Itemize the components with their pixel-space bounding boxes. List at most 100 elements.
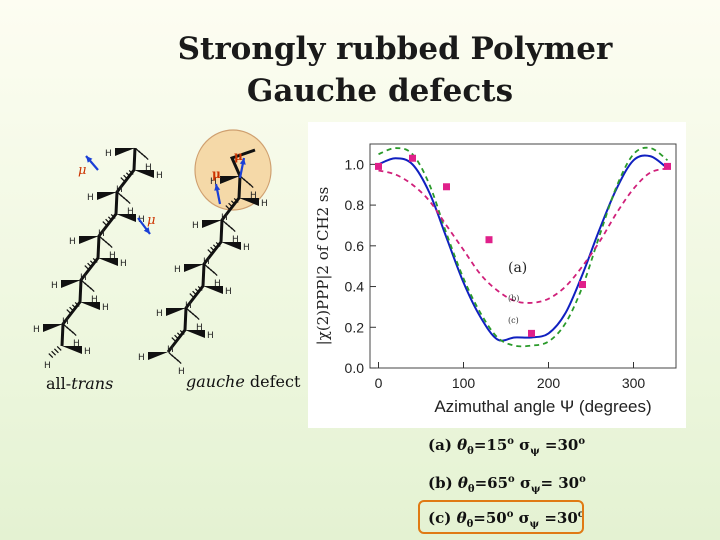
molecule-diagrams: HHHHHHHHHHHHHHHHHHHHHHHHHHHHHHHHHHHHHHμμ… (33, 129, 272, 377)
x-tick-label: 200 (537, 375, 561, 391)
y-tick-label: 0.6 (345, 238, 365, 254)
dipole-label: μ (78, 163, 86, 178)
all-trans-wedge-bond (80, 302, 100, 310)
all-trans-hash-bond (53, 348, 59, 354)
caption-degree: o (507, 436, 514, 447)
gauche-hash-bond (210, 246, 216, 252)
gauche-hash-bond (192, 290, 198, 296)
all-trans-hash-bond (69, 306, 75, 312)
all-trans-hash-bond (51, 350, 57, 356)
all-trans-hash-bond (125, 172, 131, 178)
caption-theta: θ (457, 474, 468, 492)
caption-theta-sub: θ (466, 519, 474, 530)
caption-c-highlight-box (418, 500, 584, 534)
gauche-hash-bond (212, 244, 218, 250)
all-trans-hash-bond (110, 213, 116, 219)
dipole-label: μ (234, 149, 243, 163)
gauche-hash-bond (233, 197, 239, 203)
gauche-h-atom: H (174, 265, 181, 275)
all-trans-h-atom: H (51, 281, 58, 291)
x-tick-label: 300 (622, 375, 646, 391)
dipole-arrow-icon-head (86, 156, 93, 163)
all-trans-hash-bond (92, 257, 98, 263)
all-trans-hash-bond (107, 243, 113, 249)
all-trans-hash-bond (74, 301, 80, 307)
gauche-hash-bond (207, 249, 213, 255)
data-point-marker (443, 183, 450, 191)
all-trans-h-atom: H (120, 259, 127, 269)
caption-theta: θ (456, 509, 467, 527)
gauche-wedge-bond (202, 220, 222, 228)
caption-theta-sub: θ (467, 484, 475, 495)
gauche-hash-bond (225, 205, 231, 211)
azimuthal-chart: 0.0 0.2 0.4 0.6 0.8 1.0 0 100 200 300 Azimuthal an… (314, 143, 677, 416)
all-trans-wedge-bond (62, 346, 82, 354)
all-trans-hash-bond (125, 199, 131, 205)
all-trans-wedge-bond (79, 236, 99, 244)
gauche-hash-bond (228, 202, 234, 208)
all-trans-h-atom: H (156, 171, 163, 181)
all-trans-hash-bond (71, 331, 77, 337)
dipole-label: μ (212, 167, 221, 181)
data-point-marker (485, 236, 493, 244)
caption-sigma-sub: ψ (530, 446, 540, 457)
all-trans-h-atom: H (69, 237, 76, 247)
all-trans-h-atom: H (73, 339, 80, 349)
gauche-hash-bond (176, 359, 182, 365)
caption-theta-sub: θ (467, 446, 474, 457)
y-tick-label: 0.4 (345, 279, 365, 295)
caption-theta: θ (457, 436, 468, 454)
caption-degree: o (577, 509, 585, 520)
all-trans-wedge-bond (98, 258, 118, 266)
all-trans-hash-bond (56, 345, 62, 351)
gauche-wedge-bond (148, 352, 168, 360)
all-trans-h-atom: H (91, 295, 98, 305)
all-trans-h-atom: H (33, 325, 40, 335)
gauche-defect-label: gauche defect (186, 372, 301, 391)
all-trans-h-atom: H (87, 193, 94, 203)
gauche-h-atom: H (214, 279, 221, 289)
y-axis-label: |χ(2)PPP|2 of CH2 ss (314, 187, 332, 346)
gauche-wedge-bond (184, 264, 204, 272)
caption-prefix: (c) (428, 509, 457, 527)
all-trans-wedge-bond (116, 214, 136, 222)
all-trans-h-atom: H (98, 229, 105, 239)
all-trans-h-atom: H (138, 215, 145, 225)
gauche-h-atom: H (203, 257, 210, 267)
gauche-hash-bond (212, 271, 218, 277)
data-point-marker (409, 154, 416, 162)
gauche-h-atom: H (156, 309, 163, 319)
all-trans-hash-bond (105, 218, 111, 224)
series-line-2 (378, 167, 668, 304)
plot-frame (369, 143, 677, 369)
annotation-b: (b) (508, 294, 519, 303)
caption-theta-value: =50 (473, 509, 507, 527)
gauche-h-atom: H (207, 331, 214, 341)
caption-degree: o (508, 474, 515, 485)
gauche-h-atom: H (221, 213, 228, 223)
gauche-hash-bond (197, 285, 203, 291)
gauche-h-atom: H (196, 323, 203, 333)
gauche-h-atom: H (192, 221, 199, 231)
caption-prefix: (a) (428, 436, 458, 454)
all-trans-h-atom: H (145, 163, 152, 173)
all-trans-hash-bond (128, 169, 134, 175)
all-trans-hash-bond (84, 265, 90, 271)
gauche-hash-bond (189, 293, 195, 299)
gauche-twist-bond (229, 148, 256, 177)
all-trans-h-atom: H (62, 317, 69, 327)
gauche-wedge-bond (185, 330, 205, 338)
caption-theta-value: =65 (474, 474, 509, 492)
all-trans-h-atom: H (102, 303, 109, 313)
caption-degree: o (578, 436, 586, 447)
gauche-h-atom: H (138, 353, 145, 363)
gauche-hash-bond (194, 315, 200, 321)
all-trans-wedge-bond (61, 280, 81, 288)
data-point-marker (375, 162, 382, 170)
annotation-c: (c) (508, 316, 519, 325)
gauche-hash-bond (174, 334, 180, 340)
caption-sigma-sub: ψ (531, 484, 541, 495)
caption-degree: o (506, 509, 514, 520)
data-point-marker (579, 281, 586, 289)
caption-sigma-value: = 30 (540, 474, 580, 492)
